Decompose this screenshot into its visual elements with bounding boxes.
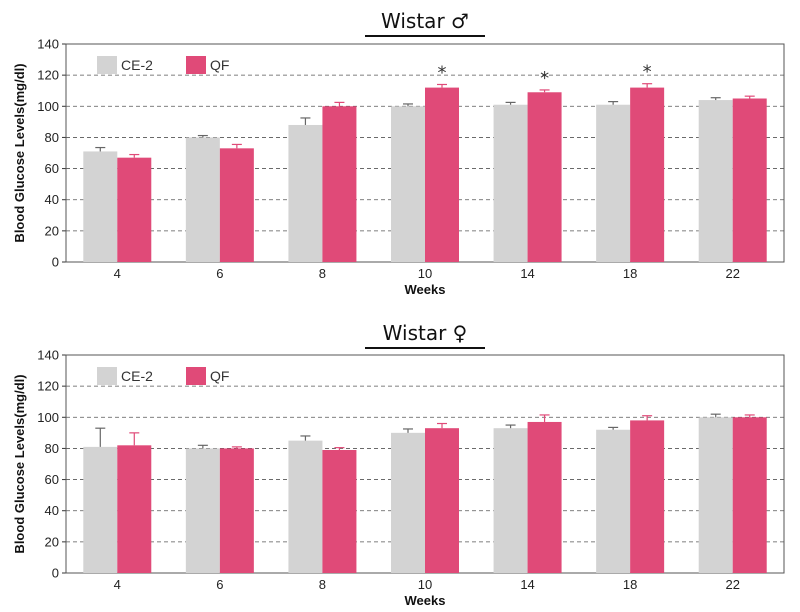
x-tick-label: 22 bbox=[725, 577, 739, 592]
x-tick-label: 8 bbox=[319, 577, 326, 592]
y-tick-label: 120 bbox=[37, 379, 59, 394]
bar-qf-week-22 bbox=[732, 98, 767, 262]
bar-ce-2-week-22 bbox=[698, 417, 733, 573]
x-tick-label: 4 bbox=[114, 266, 121, 281]
bar-ce-2-week-6 bbox=[185, 137, 220, 262]
bar-ce-2-week-10 bbox=[391, 106, 425, 263]
bar-qf-week-18 bbox=[630, 420, 665, 573]
y-tick-label: 100 bbox=[37, 410, 59, 425]
y-tick-label: 40 bbox=[45, 192, 59, 207]
x-axis-title: Weeks bbox=[405, 593, 446, 608]
bar-qf-week-10 bbox=[425, 428, 459, 573]
y-axis-title: Blood Glucose Levels(mg/dl) bbox=[12, 63, 27, 242]
x-tick-label: 4 bbox=[114, 577, 121, 592]
chart-panel-1: Wistar ♂ 0 20 40 60 80 100 120 140 4 6 8 10 * 14 * 18 * 22… bbox=[12, 9, 785, 297]
x-tick-label: 18 bbox=[623, 266, 637, 281]
legend-swatch-ce-2 bbox=[97, 367, 117, 385]
legend-label-qf: QF bbox=[210, 368, 229, 384]
significance-marker: * bbox=[540, 68, 549, 89]
x-tick-label: 10 bbox=[418, 577, 432, 592]
bar-qf-week-6 bbox=[219, 148, 254, 262]
legend-label-ce-2: CE-2 bbox=[121, 57, 153, 73]
chart-title: Wistar ♀ bbox=[383, 321, 468, 345]
bar-ce-2-week-8 bbox=[288, 440, 323, 573]
bar-ce-2-week-18 bbox=[596, 104, 631, 262]
bar-qf-week-6 bbox=[219, 448, 254, 573]
x-tick-label: 10 bbox=[418, 266, 432, 281]
significance-marker: * bbox=[438, 62, 447, 83]
chart-panel-2: Wistar ♀ 0 20 40 60 80 100 120 140 4 6 8 10 14 18 22 Wee… bbox=[12, 321, 785, 608]
bar-qf-week-4 bbox=[117, 445, 152, 573]
bar-ce-2-week-22 bbox=[698, 100, 733, 262]
bar-ce-2-week-8 bbox=[288, 124, 323, 262]
legend-swatch-qf bbox=[186, 56, 206, 74]
bar-qf-week-14 bbox=[527, 421, 562, 573]
legend-swatch-ce-2 bbox=[97, 56, 117, 74]
x-axis-title: Weeks bbox=[405, 282, 446, 297]
x-tick-label: 8 bbox=[319, 266, 326, 281]
bar-ce-2-week-18 bbox=[596, 429, 631, 573]
y-tick-label: 20 bbox=[45, 223, 59, 238]
bar-qf-week-18 bbox=[630, 87, 665, 262]
bar-ce-2-week-4 bbox=[83, 446, 118, 573]
x-tick-label: 22 bbox=[725, 266, 739, 281]
x-tick-label: 6 bbox=[216, 577, 223, 592]
x-tick-label: 14 bbox=[520, 266, 534, 281]
y-tick-label: 120 bbox=[37, 68, 59, 83]
bar-ce-2-week-14 bbox=[493, 104, 528, 262]
x-tick-label: 18 bbox=[623, 577, 637, 592]
bar-ce-2-week-10 bbox=[391, 432, 425, 573]
y-tick-label: 20 bbox=[45, 534, 59, 549]
y-tick-label: 140 bbox=[37, 348, 59, 363]
y-axis-title: Blood Glucose Levels(mg/dl) bbox=[12, 374, 27, 553]
y-tick-label: 40 bbox=[45, 503, 59, 518]
bar-qf-week-8 bbox=[322, 449, 357, 573]
y-tick-label: 60 bbox=[45, 161, 59, 176]
y-tick-label: 140 bbox=[37, 37, 59, 52]
chart-title: Wistar ♂ bbox=[381, 9, 469, 33]
significance-marker: * bbox=[643, 62, 652, 83]
bar-ce-2-week-14 bbox=[493, 428, 528, 573]
y-tick-label: 0 bbox=[52, 255, 59, 270]
bar-qf-week-14 bbox=[527, 92, 562, 263]
bar-qf-week-22 bbox=[732, 417, 767, 573]
bar-ce-2-week-6 bbox=[185, 448, 220, 573]
y-tick-label: 100 bbox=[37, 99, 59, 114]
legend-swatch-qf bbox=[186, 367, 206, 385]
y-tick-label: 0 bbox=[52, 566, 59, 581]
y-tick-label: 60 bbox=[45, 472, 59, 487]
legend-label-qf: QF bbox=[210, 57, 229, 73]
legend-label-ce-2: CE-2 bbox=[121, 368, 153, 384]
y-tick-label: 80 bbox=[45, 130, 59, 145]
x-tick-label: 14 bbox=[520, 577, 534, 592]
bar-qf-week-10 bbox=[425, 87, 459, 262]
y-tick-label: 80 bbox=[45, 441, 59, 456]
bar-qf-week-4 bbox=[117, 157, 152, 262]
x-tick-label: 6 bbox=[216, 266, 223, 281]
bar-ce-2-week-4 bbox=[83, 151, 118, 262]
bar-qf-week-8 bbox=[322, 106, 357, 263]
